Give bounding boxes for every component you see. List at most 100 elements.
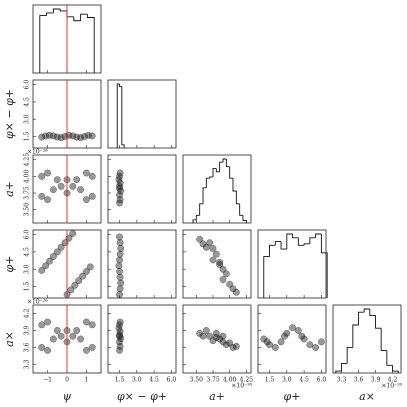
density-point	[57, 182, 65, 190]
density-point	[57, 243, 65, 251]
density-point	[77, 186, 85, 194]
density-point	[116, 191, 123, 199]
y-tick-label: 4.5	[24, 247, 31, 257]
x-tick-label: 4.5	[299, 377, 309, 384]
density-point	[88, 172, 96, 180]
y-tick-label: 4.25	[24, 153, 31, 167]
y-tick-label: 3.50	[24, 203, 31, 217]
x-offset: ×10⁻²⁶	[381, 383, 402, 390]
y-tick-label: 4.5	[24, 97, 31, 107]
density-point	[38, 192, 46, 200]
density-point	[116, 239, 124, 247]
density-point	[69, 182, 77, 190]
density-point	[212, 250, 220, 258]
density-point	[306, 341, 314, 349]
histogram-bin	[263, 256, 270, 298]
x-tick-label: 3.9	[371, 377, 381, 384]
y-offset: ×10⁻²⁶	[27, 299, 48, 306]
density-point	[312, 344, 320, 351]
histogram-bin	[229, 166, 233, 179]
density-point	[53, 248, 61, 256]
density-point	[232, 342, 240, 350]
y-axis-label: φ× − φ+	[3, 89, 16, 139]
x-tick-label: 6.0	[317, 377, 327, 384]
histogram-bin	[363, 308, 370, 313]
density-point	[38, 344, 46, 351]
density-point	[116, 321, 123, 329]
density-point	[196, 235, 204, 243]
panel	[182, 154, 252, 224]
histogram-bin	[39, 15, 47, 73]
x-tick-label: 6.0	[167, 377, 177, 384]
histogram-bin	[73, 16, 81, 22]
x-tick-label: 4.25	[240, 377, 254, 384]
histogram-bin	[292, 234, 299, 239]
x-tick-label: 0	[65, 377, 69, 384]
y-tick-label: 3.0	[24, 114, 31, 124]
y-axis-label: φ+	[3, 256, 16, 273]
y-offset: ×10⁻²⁶	[27, 149, 48, 156]
density-point	[294, 327, 302, 334]
x-axis-label: a×	[359, 390, 375, 403]
histogram-bin	[225, 159, 230, 168]
histogram-bin	[59, 9, 67, 12]
density-point	[53, 176, 61, 184]
x-tick-label: 4.5	[149, 377, 159, 384]
x-tick-label: −1	[43, 377, 52, 384]
panel	[182, 229, 252, 299]
density-point	[199, 332, 207, 340]
x-tick-label: 4.00	[223, 377, 237, 384]
histogram-bin	[335, 370, 342, 373]
histogram-bin	[222, 158, 227, 163]
histogram-bin	[209, 176, 213, 179]
x-tick-label: 1	[85, 377, 89, 384]
density-point	[277, 338, 285, 346]
histogram-bin	[80, 13, 88, 21]
density-point	[38, 133, 46, 141]
density-point	[116, 273, 124, 281]
density-point	[53, 327, 61, 334]
histogram-bin	[46, 12, 54, 16]
density-point	[216, 261, 224, 269]
histogram-bin	[386, 350, 393, 366]
density-point	[116, 291, 123, 298]
density-point	[44, 169, 52, 177]
density-point	[82, 318, 90, 326]
density-point	[116, 169, 124, 177]
density-point	[77, 335, 85, 343]
density-point	[86, 263, 94, 271]
density-point	[42, 262, 50, 270]
density-point	[222, 341, 230, 349]
density-point	[216, 258, 224, 266]
density-point	[226, 280, 234, 288]
density-point	[202, 327, 210, 334]
histogram-bin	[274, 241, 282, 246]
density-point	[69, 230, 77, 237]
histogram-bin	[286, 233, 293, 250]
density-point	[116, 256, 123, 264]
y-tick-label: 6.0	[24, 80, 31, 90]
density-point	[69, 132, 77, 140]
density-point	[117, 279, 125, 287]
density-point	[49, 132, 57, 140]
panel	[257, 229, 327, 299]
density-point	[44, 196, 52, 204]
density-point	[116, 285, 124, 293]
x-axis-label: φ+	[284, 390, 301, 403]
histogram-bin	[66, 10, 74, 18]
x-axis-label: a+	[209, 390, 225, 403]
histogram-bin	[309, 237, 316, 244]
density-point	[88, 132, 96, 140]
x-axis-label: ψ	[63, 390, 72, 403]
x-tick-label: 3.75	[206, 377, 220, 384]
density-point	[298, 332, 306, 340]
x-tick-label: 4.2	[388, 377, 398, 384]
x-tick-label: 3.6	[354, 377, 364, 384]
histogram-bin	[202, 187, 207, 204]
histogram-bin	[280, 241, 287, 250]
x-tick-label: 3.0	[132, 377, 142, 384]
density-point	[71, 281, 79, 289]
density-point	[116, 184, 123, 192]
density-point	[46, 257, 53, 265]
x-tick-label: 3.3	[337, 377, 347, 384]
